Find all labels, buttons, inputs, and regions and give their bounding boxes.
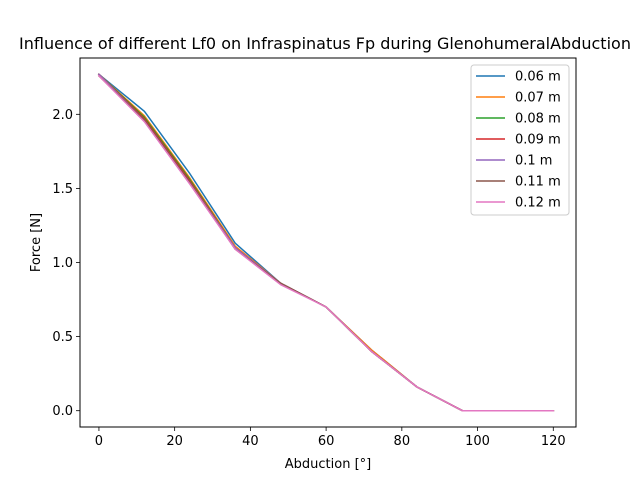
x-tick-label: 0 <box>95 434 103 449</box>
x-tick-label: 80 <box>394 434 411 449</box>
legend-label-5: 0.1 m <box>515 154 552 169</box>
legend-label-1: 0.06 m <box>515 70 561 85</box>
legend: 0.06 m 0.07 m 0.08 m 0.09 m 0.1 m 0.11 m 0.12 … <box>470 64 570 216</box>
plot-frame <box>79 57 577 428</box>
y-tick-label: 2.0 <box>52 108 73 123</box>
y-axis: 0.0 0.5 1.0 1.5 2.0 <box>52 108 80 419</box>
x-tick-label: 100 <box>465 434 490 449</box>
plot-lines <box>97 73 555 412</box>
y-tick-label: 1.5 <box>52 182 73 197</box>
y-tick-label: 0.5 <box>52 330 73 345</box>
x-axis-label: Abduction [°] <box>285 457 371 472</box>
legend-box <box>470 64 570 216</box>
x-tick-label: 20 <box>166 434 183 449</box>
legend-label-4: 0.09 m <box>515 133 561 148</box>
x-tick-label: 60 <box>318 434 335 449</box>
legend-label-3: 0.08 m <box>515 112 561 127</box>
legend-label-2: 0.07 m <box>515 91 561 106</box>
legend-label-7: 0.12 m <box>515 196 561 211</box>
series-line-7 <box>97 74 555 412</box>
x-tick-label: 40 <box>242 434 259 449</box>
y-tick-label: 0.0 <box>52 404 73 419</box>
x-tick-label: 120 <box>541 434 566 449</box>
legend-label-6: 0.11 m <box>515 175 561 190</box>
y-tick-label: 1.0 <box>52 256 73 271</box>
y-axis-label: Force [N] <box>29 213 44 272</box>
chart-title: Influence of different Lf0 on Infraspina… <box>19 34 631 53</box>
x-axis: 0 20 40 60 80 100 120 <box>95 427 566 449</box>
